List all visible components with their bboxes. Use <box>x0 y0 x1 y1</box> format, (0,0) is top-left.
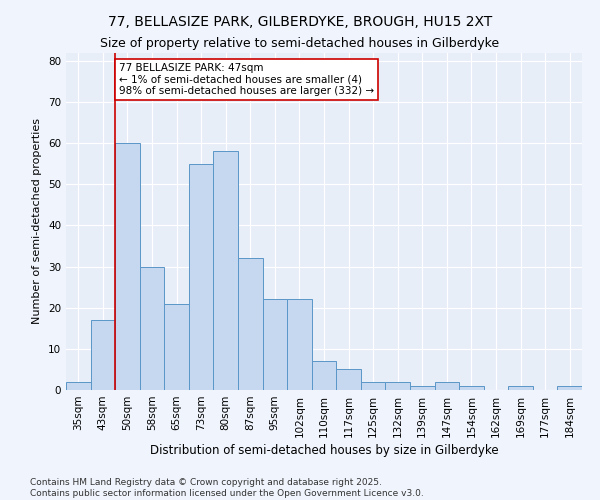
Bar <box>238 258 263 390</box>
Bar <box>434 382 459 390</box>
Bar <box>164 304 189 390</box>
Bar <box>91 320 115 390</box>
Bar <box>263 300 287 390</box>
Bar <box>189 164 214 390</box>
Bar <box>410 386 434 390</box>
Bar <box>361 382 385 390</box>
Bar <box>508 386 533 390</box>
X-axis label: Distribution of semi-detached houses by size in Gilberdyke: Distribution of semi-detached houses by … <box>149 444 499 457</box>
Bar <box>140 266 164 390</box>
Y-axis label: Number of semi-detached properties: Number of semi-detached properties <box>32 118 43 324</box>
Text: Size of property relative to semi-detached houses in Gilberdyke: Size of property relative to semi-detach… <box>100 38 500 51</box>
Bar <box>66 382 91 390</box>
Bar <box>557 386 582 390</box>
Bar <box>312 361 336 390</box>
Text: Contains HM Land Registry data © Crown copyright and database right 2025.
Contai: Contains HM Land Registry data © Crown c… <box>30 478 424 498</box>
Text: 77, BELLASIZE PARK, GILBERDYKE, BROUGH, HU15 2XT: 77, BELLASIZE PARK, GILBERDYKE, BROUGH, … <box>108 15 492 29</box>
Bar <box>459 386 484 390</box>
Bar <box>214 152 238 390</box>
Bar <box>287 300 312 390</box>
Bar <box>336 370 361 390</box>
Bar <box>115 143 140 390</box>
Text: 77 BELLASIZE PARK: 47sqm
← 1% of semi-detached houses are smaller (4)
98% of sem: 77 BELLASIZE PARK: 47sqm ← 1% of semi-de… <box>119 63 374 96</box>
Bar <box>385 382 410 390</box>
